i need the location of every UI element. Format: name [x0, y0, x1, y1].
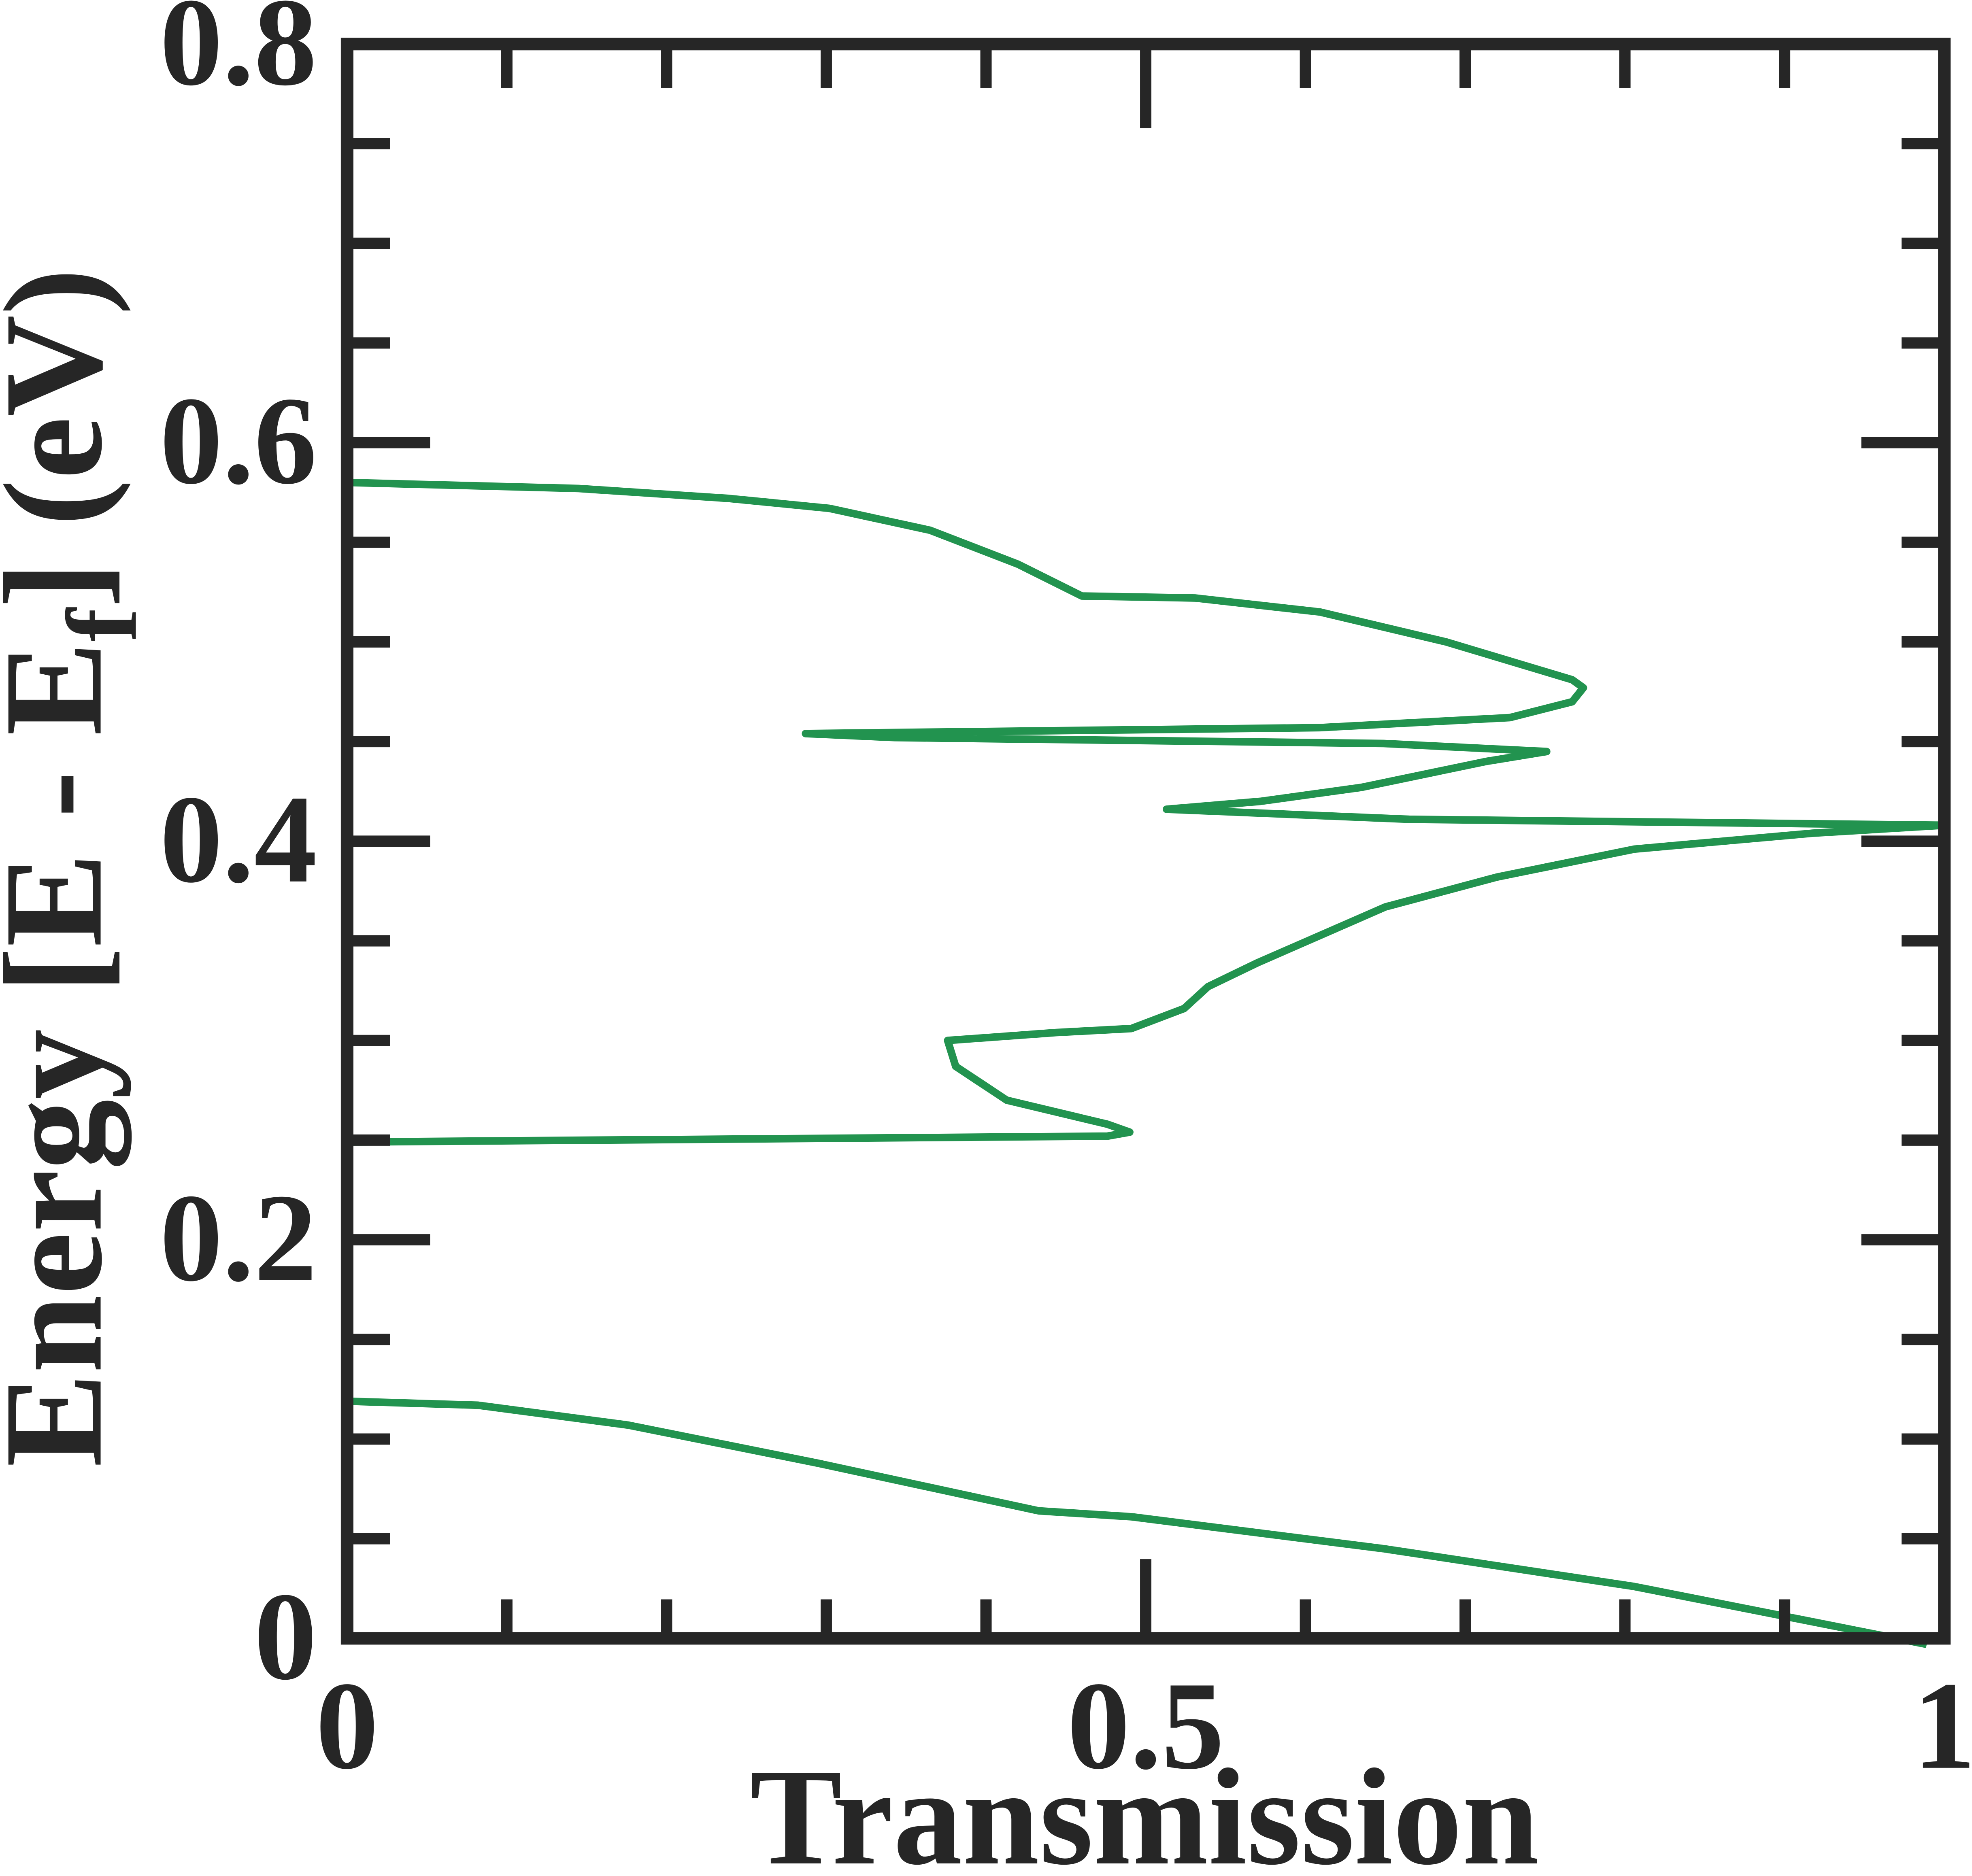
y-tick-label: 0.6 [160, 371, 317, 510]
data-line [343, 341, 1948, 1648]
y-axis-label-part: Energy [E - E [0, 642, 134, 1467]
x-tick-label: 0 [316, 1656, 379, 1795]
y-tick-label: 0 [254, 1567, 317, 1706]
x-tick-label: 0.5 [1067, 1656, 1224, 1795]
plot-frame [340, 38, 1951, 1645]
x-tick-label: 1 [1913, 1656, 1972, 1795]
y-axis-label: Energy [E - Ef] (eV) [0, 268, 158, 1467]
x-axis-label: Transmission [750, 1740, 1539, 1876]
y-axis-label-part: ] (eV) [0, 268, 132, 608]
y-axis-label-subscript: f [47, 607, 158, 642]
y-tick-label: 0.2 [160, 1168, 317, 1307]
y-tick-label: 0.8 [160, 0, 317, 112]
y-tick-label: 0.4 [160, 770, 317, 909]
